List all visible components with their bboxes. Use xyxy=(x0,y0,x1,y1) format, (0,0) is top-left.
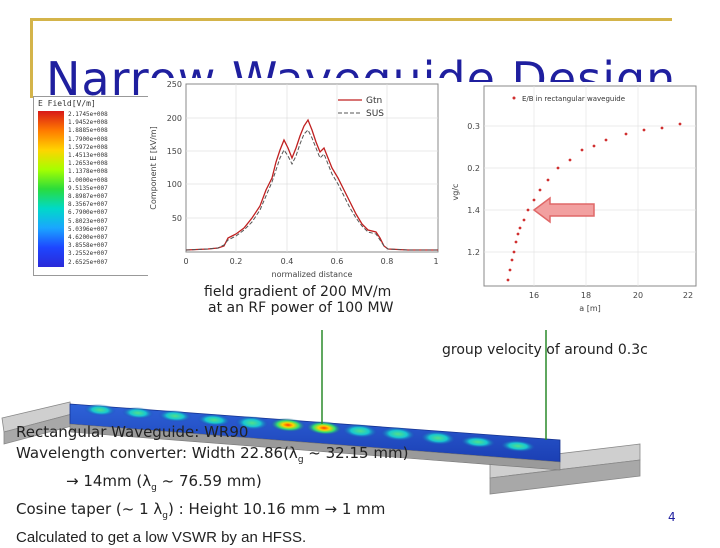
waveguide-info: Rectangular Waveguide: WR90 Wavelength c… xyxy=(16,422,408,548)
info-line-3: → 14mm (λg ~ 76.59 mm) xyxy=(66,472,262,493)
plot2-ylabel: vg/c xyxy=(451,184,460,201)
plot1-legend: Gtn SUS xyxy=(338,96,384,119)
plot2-xtick: 20 xyxy=(633,291,643,300)
field-legend-value: 5.0396e+007 xyxy=(68,225,108,233)
field-legend-value: 2.1745e+008 xyxy=(68,111,108,118)
plot1-xtick: 0.8 xyxy=(381,257,394,266)
info-line-1: Rectangular Waveguide: WR90 xyxy=(16,423,249,441)
group-velocity-plot: E/B in rectangular waveguide 0.3 0.2 1.4… xyxy=(448,82,702,314)
waveguide-illustration xyxy=(1,330,641,495)
field-legend-value: 8.8987e+007 xyxy=(68,193,108,200)
plot1-legend-sus: SUS xyxy=(366,109,384,119)
field-legend-value: 1.1378e+008 xyxy=(68,168,108,176)
plot1-ytick: 250 xyxy=(167,80,182,89)
field-legend-value: 1.8885e+008 xyxy=(68,127,108,135)
field-legend-value: 9.5135e+007 xyxy=(68,184,108,192)
plot1-xtick: 0.4 xyxy=(281,257,294,266)
plot2-ytick: 0.2 xyxy=(467,164,480,173)
plot2-xtick: 22 xyxy=(683,291,693,300)
plot2-ytick: 1.2 xyxy=(467,248,480,257)
field-curve-gtn xyxy=(185,118,438,251)
field-legend-value: 6.7900e+007 xyxy=(68,209,108,217)
field-legend-value: 1.9452e+008 xyxy=(68,119,108,127)
plot2-legend: E/B in rectangular waveguide xyxy=(512,95,625,103)
plot2-ytick: 0.3 xyxy=(467,122,480,131)
slide-frame-top xyxy=(32,18,672,21)
field-legend-value: 1.0000e+008 xyxy=(68,176,108,184)
field-legend-value: 4.6200e+007 xyxy=(68,234,108,241)
plot2-xtick: 16 xyxy=(529,291,539,300)
field-gradient-caption: field gradient of 200 MV/m at an RF powe… xyxy=(204,284,444,316)
field-legend-value: 2.6525e+007 xyxy=(68,258,108,266)
field-gradient-line2: at an RF power of 100 MW xyxy=(208,300,394,316)
gv-data-points xyxy=(506,122,682,282)
field-legend-value: 3.2552e+007 xyxy=(68,250,108,258)
field-legend-value: 1.2653e+008 xyxy=(68,160,108,168)
plot1-ytick: 100 xyxy=(167,180,182,189)
field-legend-value: 8.3567e+007 xyxy=(68,201,108,209)
plot1-legend-gtn: Gtn xyxy=(366,96,382,106)
group-velocity-caption: group velocity of around 0.3c xyxy=(442,342,648,358)
field-legend: E Field[V/m] 2.1745e+008 1.9452e+008 1.888… xyxy=(33,96,153,276)
info-line-4: Cosine taper (~ 1 λg) : Height 10.16 mm … xyxy=(16,500,386,521)
info-line-5: Calculated to get a low VSWR by an HFSS. xyxy=(16,529,307,546)
field-legend-value: 1.5972e+008 xyxy=(68,143,108,151)
plot1-frame xyxy=(185,83,439,253)
group-velocity-svg: E/B in rectangular waveguide 0.3 0.2 1.4… xyxy=(451,85,697,313)
highlight-arrow-icon xyxy=(532,196,595,224)
field-legend-value: 3.8558e+007 xyxy=(68,242,108,250)
plot1-xtick: 0.6 xyxy=(331,257,344,266)
plot1-ylabel: Component E [kV/m] xyxy=(149,126,158,209)
plot2-frame xyxy=(483,85,697,287)
field-legend-value: 5.8023e+007 xyxy=(68,217,108,225)
field-legend-value: 1.4513e+008 xyxy=(68,152,108,159)
plot2-ytick: 1.4 xyxy=(467,206,480,215)
field-profile-plot: Gtn SUS 250 200 150 100 50 0 0.2 0.4 0.6… xyxy=(148,78,448,280)
field-colorbar xyxy=(38,111,64,267)
plot2-xtick: 18 xyxy=(581,291,591,300)
plot1-xtick: 0 xyxy=(183,257,188,266)
field-gradient-line1: field gradient of 200 MV/m xyxy=(204,284,392,300)
plot1-ytick: 150 xyxy=(167,147,182,156)
field-curve-sus xyxy=(185,129,438,251)
info-line-2: Wavelength converter: Width 22.86(λg ~ 3… xyxy=(16,444,409,465)
plot1-xtick: 1 xyxy=(433,257,438,266)
plot1-xtick: 0.2 xyxy=(230,257,243,266)
field-legend-title: E Field[V/m] xyxy=(38,99,96,108)
field-legend-value: 1.7900e+008 xyxy=(68,135,108,143)
plot2-xlabel: a [m] xyxy=(579,304,600,313)
page-number: 4 xyxy=(668,510,676,524)
plot1-ytick: 200 xyxy=(167,114,182,123)
plot2-legend-label: E/B in rectangular waveguide xyxy=(522,95,625,103)
plot1-xlabel: normalized distance xyxy=(272,270,353,279)
slide-frame-left xyxy=(30,18,33,98)
field-profile-svg: Gtn SUS 250 200 150 100 50 0 0.2 0.4 0.6… xyxy=(149,80,439,279)
plot1-ytick: 50 xyxy=(172,214,182,223)
